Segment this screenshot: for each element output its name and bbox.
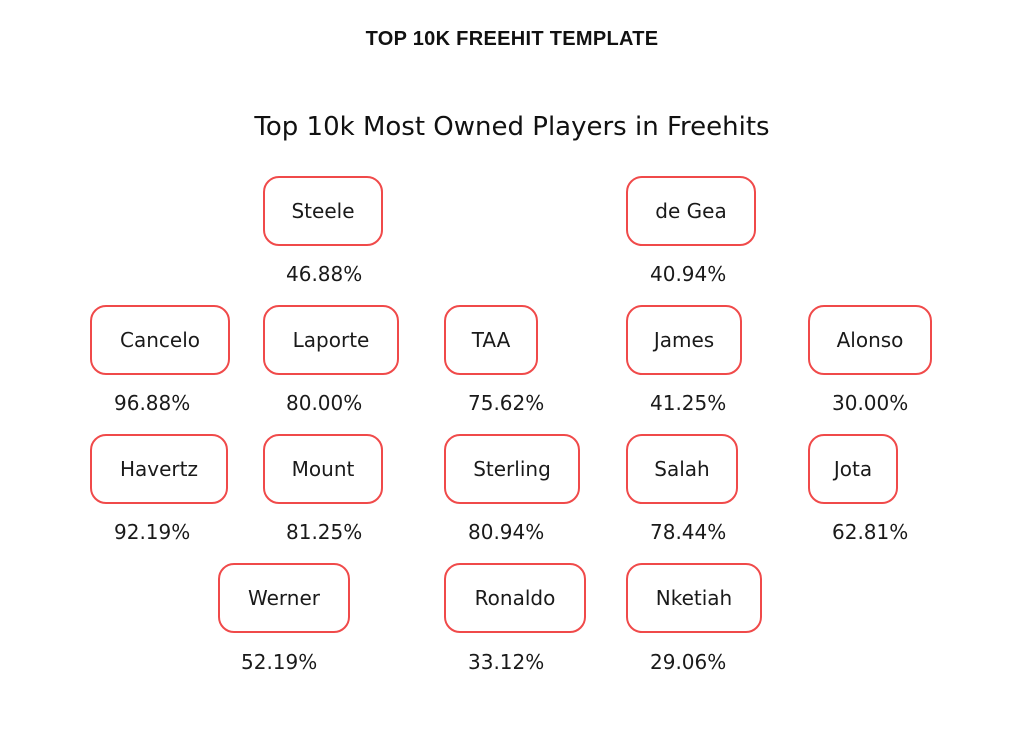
player-ownership-ronaldo: 33.12% <box>468 650 545 674</box>
player-box-jota: Jota <box>808 434 898 504</box>
player-ownership-jota: 62.81% <box>832 520 909 544</box>
player-box-steele: Steele <box>263 176 383 246</box>
player-ownership-laporte: 80.00% <box>286 391 363 415</box>
player-box-laporte: Laporte <box>263 305 399 375</box>
player-box-james: James <box>626 305 742 375</box>
player-box-ronaldo: Ronaldo <box>444 563 586 633</box>
player-ownership-sterling: 80.94% <box>468 520 545 544</box>
player-ownership-cancelo: 96.88% <box>114 391 191 415</box>
player-box-salah: Salah <box>626 434 738 504</box>
player-ownership-james: 41.25% <box>650 391 727 415</box>
page-header-title: TOP 10K FREEHIT TEMPLATE <box>365 28 659 50</box>
player-ownership-havertz: 92.19% <box>114 520 191 544</box>
player-ownership-salah: 78.44% <box>650 520 727 544</box>
player-ownership-steele: 46.88% <box>286 262 363 286</box>
player-box-cancelo: Cancelo <box>90 305 230 375</box>
player-ownership-taa: 75.62% <box>468 391 545 415</box>
player-ownership-de-gea: 40.94% <box>650 262 727 286</box>
player-box-werner: Werner <box>218 563 350 633</box>
player-box-alonso: Alonso <box>808 305 932 375</box>
player-box-taa: TAA <box>444 305 538 375</box>
player-box-nketiah: Nketiah <box>626 563 762 633</box>
player-ownership-werner: 52.19% <box>241 650 318 674</box>
player-box-havertz: Havertz <box>90 434 228 504</box>
player-box-de-gea: de Gea <box>626 176 756 246</box>
figure-title: Top 10k Most Owned Players in Freehits <box>254 112 770 142</box>
player-ownership-alonso: 30.00% <box>832 391 909 415</box>
player-ownership-mount: 81.25% <box>286 520 363 544</box>
player-box-sterling: Sterling <box>444 434 580 504</box>
player-ownership-nketiah: 29.06% <box>650 650 727 674</box>
player-box-mount: Mount <box>263 434 383 504</box>
